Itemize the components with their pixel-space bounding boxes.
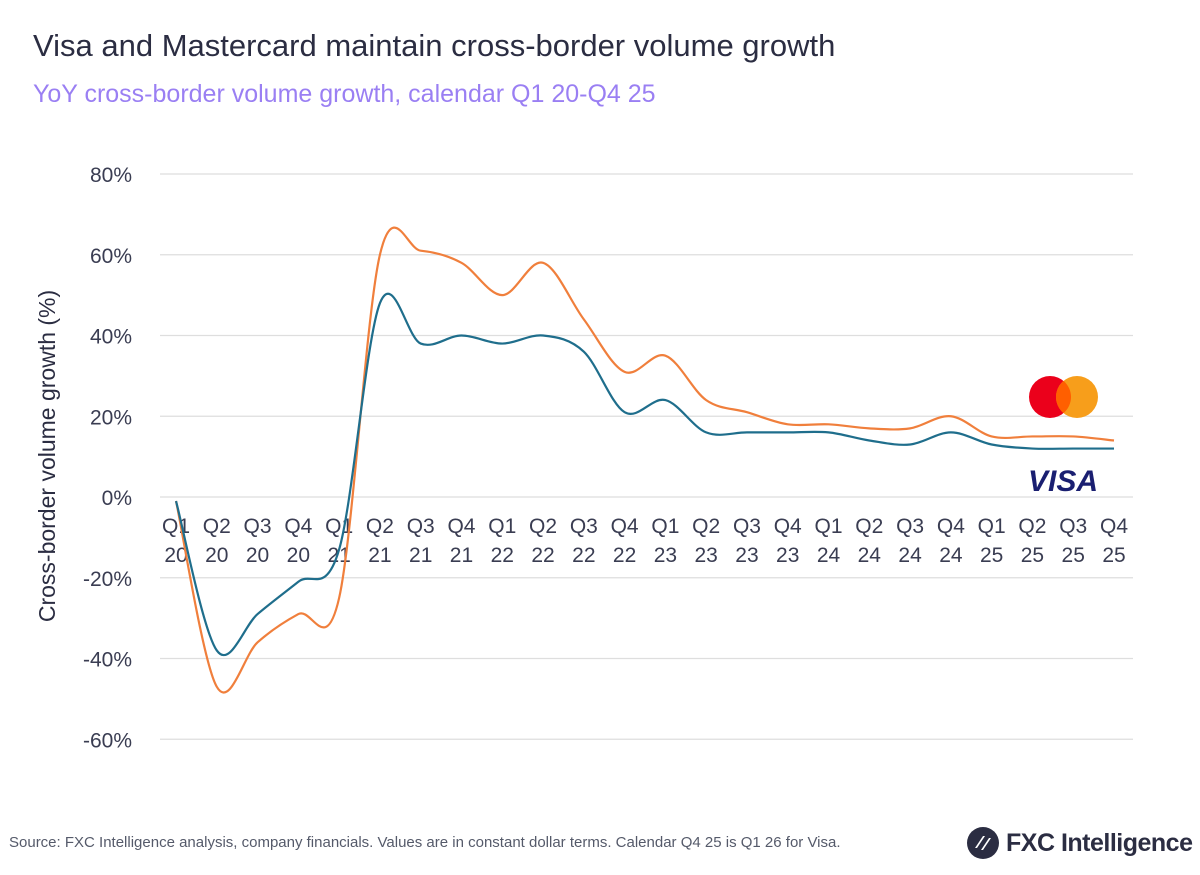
x-tick-label: Q4 bbox=[774, 515, 802, 538]
y-tick-label: 20% bbox=[90, 406, 132, 429]
x-tick-label: Q3 bbox=[570, 515, 598, 538]
x-tick-label: Q4 bbox=[611, 515, 639, 538]
x-tick-label: 24 bbox=[817, 544, 841, 567]
x-tick-label: 20 bbox=[205, 544, 228, 567]
x-tick-label: 22 bbox=[531, 544, 554, 567]
x-tick-label: Q3 bbox=[1059, 515, 1087, 538]
x-tick-label: Q1 bbox=[815, 515, 843, 538]
x-tick-label: 25 bbox=[1021, 544, 1044, 567]
visa-logo: VISA bbox=[1028, 465, 1098, 498]
x-tick-label: Q4 bbox=[937, 515, 965, 538]
x-tick-label: Q2 bbox=[692, 515, 720, 538]
line-chart: 80% 60% 40% 20% 0% -20% -40% -60% Q1 20 Q2 20 Q3 20 Q… bbox=[34, 164, 1133, 752]
x-tick-label: Q3 bbox=[896, 515, 924, 538]
x-tick-label: 20 bbox=[287, 544, 310, 567]
visa-series-line bbox=[174, 292, 1114, 657]
x-tick-label: 23 bbox=[654, 544, 677, 567]
y-tick-label: 40% bbox=[90, 326, 132, 349]
chart-subtitle: YoY cross-border volume growth, calendar… bbox=[33, 80, 656, 108]
x-tick-label: Q1 bbox=[488, 515, 516, 538]
y-tick-label: 60% bbox=[90, 245, 132, 268]
mastercard-series-line bbox=[174, 226, 1115, 694]
x-tick-label: 22 bbox=[613, 544, 636, 567]
x-tick-label: Q1 bbox=[162, 515, 190, 538]
y-tick-label: 0% bbox=[102, 487, 132, 510]
x-tick-label: Q1 bbox=[651, 515, 679, 538]
y-tick-label: -20% bbox=[83, 568, 132, 591]
x-tick-label: Q4 bbox=[284, 515, 312, 538]
x-tick-label: 22 bbox=[572, 544, 595, 567]
x-tick-label: 25 bbox=[1102, 544, 1125, 567]
x-tick-label: 21 bbox=[450, 544, 473, 567]
source-note: Source: FXC Intelligence analysis, compa… bbox=[9, 834, 841, 851]
x-tick-label: 21 bbox=[368, 544, 391, 567]
x-tick-label: 25 bbox=[1062, 544, 1085, 567]
x-tick-label: Q4 bbox=[1100, 515, 1128, 538]
x-tick-label: Q2 bbox=[366, 515, 394, 538]
x-tick-label: 22 bbox=[491, 544, 514, 567]
x-tick-label: 24 bbox=[939, 544, 963, 567]
x-tick-label: 21 bbox=[409, 544, 432, 567]
x-tick-label: Q2 bbox=[529, 515, 557, 538]
x-tick-label: Q4 bbox=[447, 515, 475, 538]
y-tick-label: -40% bbox=[83, 649, 132, 672]
y-tick-label: 80% bbox=[90, 164, 132, 187]
x-tick-label: Q2 bbox=[1018, 515, 1046, 538]
x-tick-label: 24 bbox=[858, 544, 882, 567]
fxc-logo-icon bbox=[967, 827, 999, 859]
chart-title: Visa and Mastercard maintain cross-borde… bbox=[33, 28, 836, 63]
brand-logo: FXC Intelligence bbox=[966, 826, 1193, 860]
x-tick-label: 20 bbox=[246, 544, 269, 567]
x-tick-label: Q3 bbox=[733, 515, 761, 538]
brand-name: FXC Intelligence bbox=[1006, 828, 1193, 857]
x-tick-label: Q3 bbox=[244, 515, 272, 538]
x-tick-label: 24 bbox=[898, 544, 922, 567]
y-axis-label: Cross-border volume growth (%) bbox=[34, 290, 60, 622]
svg-text:VISA: VISA bbox=[1028, 465, 1098, 498]
x-tick-label: 20 bbox=[164, 544, 187, 567]
x-tick-label: Q1 bbox=[978, 515, 1006, 538]
x-tick-label: 23 bbox=[735, 544, 758, 567]
x-tick-label: Q2 bbox=[855, 515, 883, 538]
x-tick-label: 23 bbox=[776, 544, 799, 567]
x-tick-label: 25 bbox=[980, 544, 1003, 567]
x-tick-label: Q2 bbox=[203, 515, 231, 538]
x-tick-label: Q3 bbox=[407, 515, 435, 538]
mastercard-logo bbox=[1029, 376, 1098, 418]
x-tick-label: 23 bbox=[694, 544, 717, 567]
y-tick-label: -60% bbox=[83, 729, 132, 752]
